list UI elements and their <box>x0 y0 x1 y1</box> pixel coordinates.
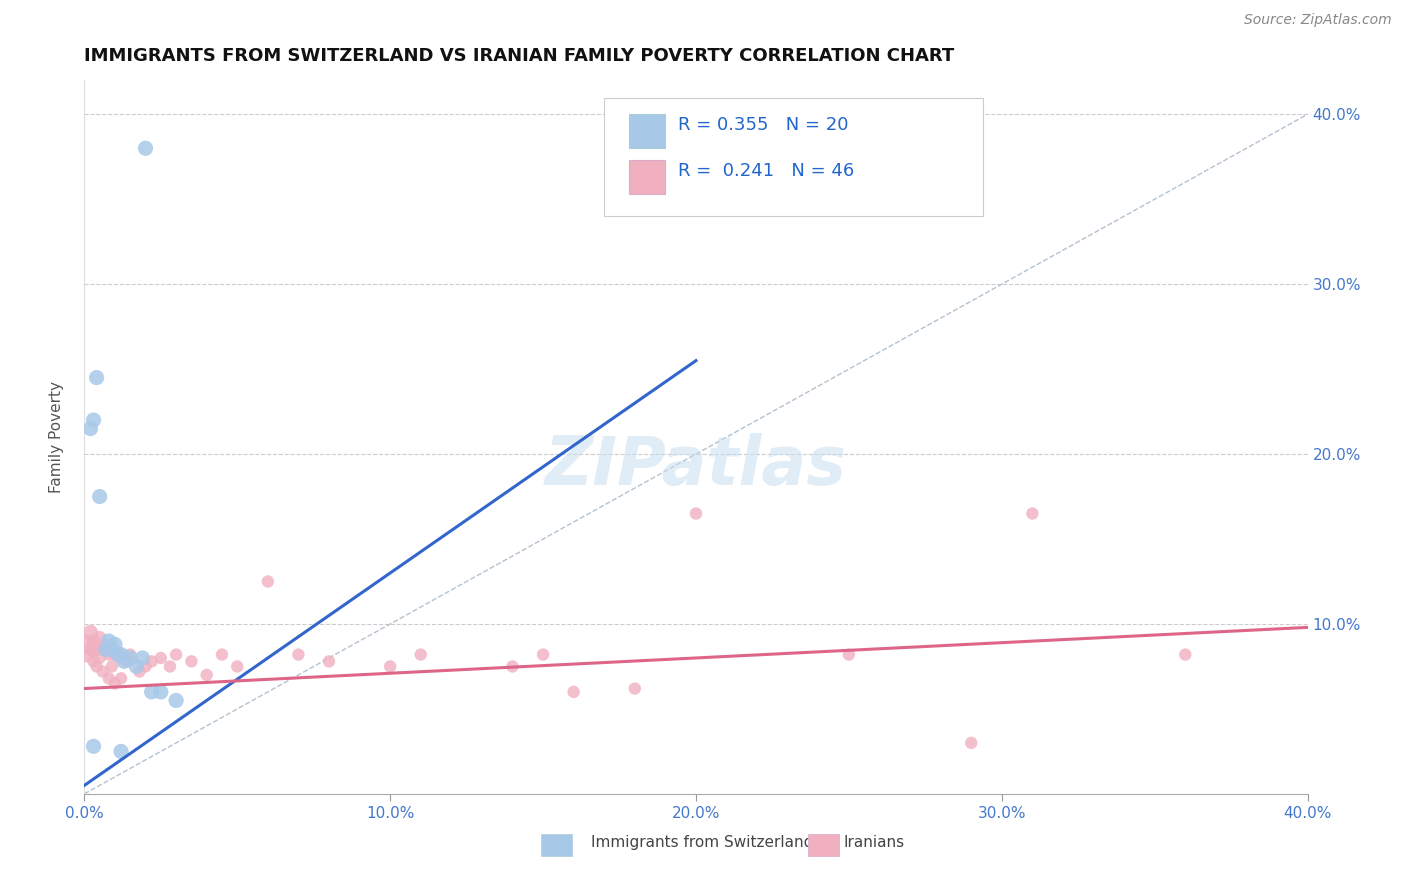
Point <box>104 648 127 662</box>
Point <box>149 651 172 665</box>
Point <box>83 654 105 668</box>
Point <box>86 370 108 384</box>
Point <box>110 648 132 662</box>
Point <box>79 421 101 435</box>
Point <box>195 668 218 682</box>
Point <box>89 631 111 645</box>
Point <box>562 685 585 699</box>
Point <box>318 654 340 668</box>
Point <box>180 654 202 668</box>
Point <box>1174 648 1197 662</box>
Point <box>112 654 135 668</box>
Point <box>97 671 120 685</box>
Point <box>159 659 181 673</box>
Point <box>531 648 554 662</box>
Point <box>1021 507 1043 521</box>
Text: ZIPatlas: ZIPatlas <box>546 433 846 499</box>
Point <box>83 739 105 754</box>
Bar <box>628 114 665 148</box>
Point <box>104 637 127 651</box>
Point <box>101 659 124 673</box>
Text: R =  0.241   N = 46: R = 0.241 N = 46 <box>678 162 853 180</box>
Point <box>101 642 124 657</box>
Point <box>79 642 101 657</box>
Point <box>838 648 860 662</box>
Point <box>76 648 98 662</box>
Point <box>107 648 129 662</box>
Point <box>76 637 98 651</box>
Point <box>79 625 101 640</box>
Point <box>287 648 309 662</box>
Point <box>110 671 132 685</box>
Point <box>165 648 187 662</box>
Point <box>97 634 120 648</box>
Text: Immigrants from Switzerland: Immigrants from Switzerland <box>591 836 813 850</box>
Point <box>120 651 142 665</box>
Point <box>86 642 108 657</box>
Point <box>89 490 111 504</box>
Point <box>115 654 138 668</box>
Point <box>135 141 157 155</box>
Point <box>685 507 707 521</box>
Point <box>89 651 111 665</box>
Point <box>110 744 132 758</box>
Point <box>125 659 148 673</box>
Point <box>624 681 647 696</box>
Point <box>141 654 163 668</box>
Point <box>960 736 983 750</box>
Point <box>83 413 105 427</box>
Point <box>257 574 280 589</box>
Point <box>409 648 432 662</box>
Point <box>131 651 153 665</box>
Point <box>380 659 402 673</box>
Point <box>110 651 132 665</box>
Text: R = 0.355   N = 20: R = 0.355 N = 20 <box>678 116 848 134</box>
FancyBboxPatch shape <box>605 98 983 216</box>
Point <box>149 685 172 699</box>
Point <box>83 634 105 648</box>
Point <box>135 659 157 673</box>
Y-axis label: Family Poverty: Family Poverty <box>49 381 63 493</box>
Point <box>120 648 142 662</box>
Point <box>91 665 114 679</box>
Point <box>226 659 249 673</box>
Point <box>104 676 127 690</box>
Point <box>97 648 120 662</box>
Text: Iranians: Iranians <box>844 836 904 850</box>
Bar <box>628 161 665 194</box>
Point <box>91 642 114 657</box>
Point <box>211 648 233 662</box>
Point <box>94 637 117 651</box>
Point <box>128 665 150 679</box>
Text: IMMIGRANTS FROM SWITZERLAND VS IRANIAN FAMILY POVERTY CORRELATION CHART: IMMIGRANTS FROM SWITZERLAND VS IRANIAN F… <box>84 47 955 65</box>
Point <box>165 693 187 707</box>
Point <box>94 642 117 657</box>
Point <box>86 659 108 673</box>
Point <box>141 685 163 699</box>
Point <box>502 659 524 673</box>
Text: Source: ZipAtlas.com: Source: ZipAtlas.com <box>1244 13 1392 28</box>
